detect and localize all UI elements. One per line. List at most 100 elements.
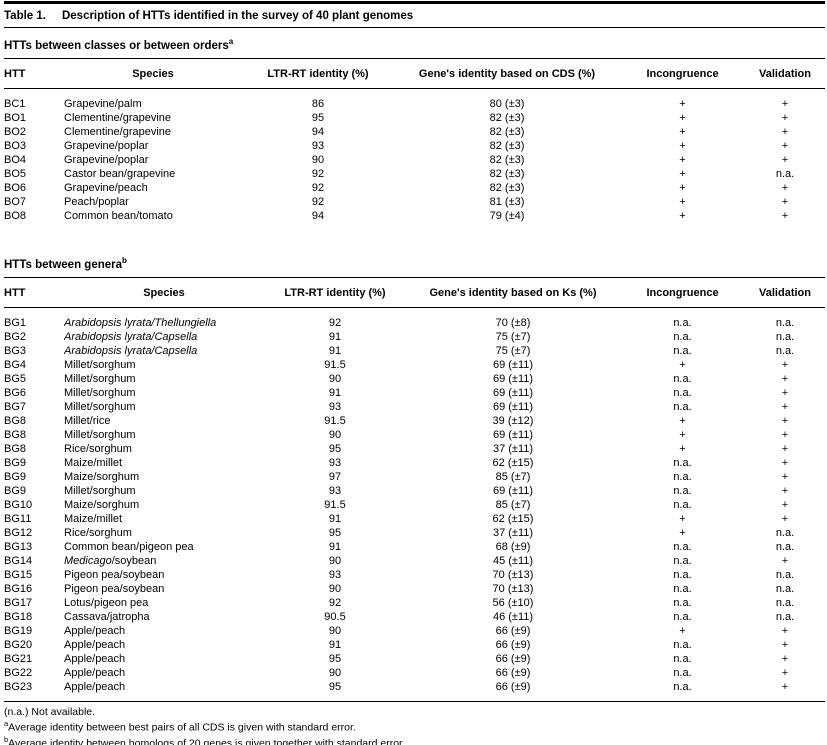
cell-validation: n.a. <box>775 167 795 180</box>
table-row: BO7 Peach/poplar 92 81 (±3) + + <box>4 195 825 209</box>
cell-gene-identity: 70 (±13) <box>492 582 534 595</box>
cell-incongruence: + <box>679 414 686 427</box>
cell-incongruence: + <box>679 195 686 208</box>
cell-gene-identity: 66 (±9) <box>495 680 531 693</box>
table-row: BG8 Rice/sorghum 95 37 (±11) + + <box>4 442 825 456</box>
cell-species: Common bean/tomato <box>64 209 173 222</box>
htt-genera-table: HTT Species LTR-RT identity (%) Gene's i… <box>4 277 825 702</box>
cell-htt: BO2 <box>4 125 27 138</box>
cell-validation: + <box>781 652 789 665</box>
cell-ltr-identity: 95 <box>328 442 342 455</box>
cell-species: Cassava/jatropha <box>64 610 150 623</box>
table-row: BG19 Apple/peach 90 66 (±9) + + <box>4 624 825 638</box>
section-heading-superscript: a <box>228 37 234 46</box>
cell-incongruence: n.a. <box>673 470 692 483</box>
table-row: BO1 Clementine/grapevine 95 82 (±3) + + <box>4 111 825 125</box>
cell-htt: BO1 <box>4 111 27 124</box>
table-row: BG8 Millet/rice 91.5 39 (±12) + + <box>4 414 825 428</box>
cell-incongruence: n.a. <box>673 568 692 581</box>
cell-validation: n.a. <box>775 540 795 553</box>
cell-gene-identity: 79 (±4) <box>489 209 525 222</box>
cell-species: Peach/poplar <box>64 195 129 208</box>
cell-species: Common bean/pigeon pea <box>64 540 194 553</box>
cell-incongruence: n.a. <box>673 456 692 469</box>
cell-ltr-identity: 90.5 <box>324 610 346 623</box>
col-header-ltr-identity: LTR-RT identity (%) <box>242 58 394 89</box>
cell-species: Millet/sorghum <box>64 484 136 497</box>
cell-species: Maize/millet <box>64 512 123 525</box>
cell-ltr-identity: 95 <box>328 526 342 539</box>
cell-validation: + <box>781 428 789 441</box>
cell-incongruence: + <box>679 428 686 441</box>
cell-incongruence: + <box>679 358 686 371</box>
table-row: BG14 Medicago/soybean 90 45 (±11) n.a. + <box>4 554 825 568</box>
cell-validation: + <box>781 414 789 427</box>
cell-gene-identity: 39 (±12) <box>492 414 534 427</box>
cell-htt: BG10 <box>4 498 33 511</box>
cell-ltr-identity: 90 <box>328 624 342 637</box>
cell-ltr-identity: 94 <box>311 125 325 138</box>
cell-gene-identity: 82 (±3) <box>489 111 525 124</box>
table-row: BG9 Maize/millet 93 62 (±15) n.a. + <box>4 456 825 470</box>
cell-gene-identity: 66 (±9) <box>495 624 531 637</box>
cell-ltr-identity: 91.5 <box>324 414 346 427</box>
cell-htt: BG23 <box>4 680 33 693</box>
cell-species: Maize/sorghum <box>64 470 140 483</box>
cell-validation: + <box>781 498 789 511</box>
cell-ltr-identity: 95 <box>311 111 325 124</box>
header-row: HTT Species LTR-RT identity (%) Gene's i… <box>4 277 825 308</box>
cell-gene-identity: 37 (±11) <box>492 442 534 455</box>
cell-ltr-identity: 91 <box>328 330 342 343</box>
cell-gene-identity: 82 (±3) <box>489 125 525 138</box>
cell-htt: BG11 <box>4 512 32 525</box>
table-row: BG17 Lotus/pigeon pea 92 56 (±10) n.a. n.a. <box>4 596 825 610</box>
table-row: BO6 Grapevine/peach 92 82 (±3) + + <box>4 181 825 195</box>
cell-validation: + <box>781 456 789 469</box>
table-row: BG11 Maize/millet 91 62 (±15) + + <box>4 512 825 526</box>
cell-incongruence: + <box>679 153 686 166</box>
cell-ltr-identity: 93 <box>328 456 342 469</box>
cell-species: Apple/peach <box>64 624 126 637</box>
cell-incongruence: + <box>679 512 686 525</box>
cell-ltr-identity: 91 <box>328 540 342 553</box>
col-header-species: Species <box>64 58 242 89</box>
cell-gene-identity: 56 (±10) <box>492 596 534 609</box>
cell-gene-identity: 45 (±11) <box>492 554 534 567</box>
cell-species: Apple/peach <box>64 638 126 651</box>
cell-validation: + <box>781 372 789 385</box>
table-row: BG9 Millet/sorghum 93 69 (±11) n.a. + <box>4 484 825 498</box>
cell-gene-identity: 75 (±7) <box>495 330 531 343</box>
cell-gene-identity: 66 (±9) <box>495 666 531 679</box>
cell-ltr-identity: 86 <box>311 97 325 110</box>
cell-htt: BG9 <box>4 470 27 483</box>
cell-gene-identity: 75 (±7) <box>495 344 531 357</box>
cell-htt: BG3 <box>4 344 27 357</box>
cell-gene-identity: 70 (±8) <box>495 316 531 329</box>
section-heading-text: HTTs between genera <box>4 258 123 271</box>
cell-htt: BG7 <box>4 400 27 413</box>
table-row: BO5 Castor bean/grapevine 92 82 (±3) + n.a. <box>4 167 825 181</box>
cell-species: Lotus/pigeon pea <box>64 596 149 609</box>
cell-species: Pigeon pea/soybean <box>64 582 165 595</box>
header-row: HTT Species LTR-RT identity (%) Gene's i… <box>4 58 825 89</box>
cell-gene-identity: 70 (±13) <box>492 568 534 581</box>
footnote-text: (n.a.) Not available. <box>4 705 96 718</box>
cell-validation: + <box>781 666 789 679</box>
cell-gene-identity: 82 (±3) <box>489 153 525 166</box>
cell-htt: BG17 <box>4 596 33 609</box>
cell-incongruence: n.a. <box>673 554 692 567</box>
cell-htt: BG22 <box>4 666 33 679</box>
top-rule <box>4 1 825 4</box>
cell-validation: + <box>781 139 789 152</box>
cell-validation: + <box>781 470 789 483</box>
cell-species: Arabidopsis lyrata/Capsella <box>64 330 264 344</box>
cell-incongruence: n.a. <box>673 372 692 385</box>
cell-species: Millet/sorghum <box>64 386 136 399</box>
cell-incongruence: + <box>679 624 686 637</box>
footnote-na: (n.a.) Not available. <box>4 706 825 718</box>
cell-validation: + <box>781 442 789 455</box>
cell-validation: + <box>781 624 789 637</box>
cell-incongruence: + <box>679 139 686 152</box>
col-header-incongruence: Incongruence <box>620 58 745 89</box>
cell-incongruence: + <box>679 167 686 180</box>
